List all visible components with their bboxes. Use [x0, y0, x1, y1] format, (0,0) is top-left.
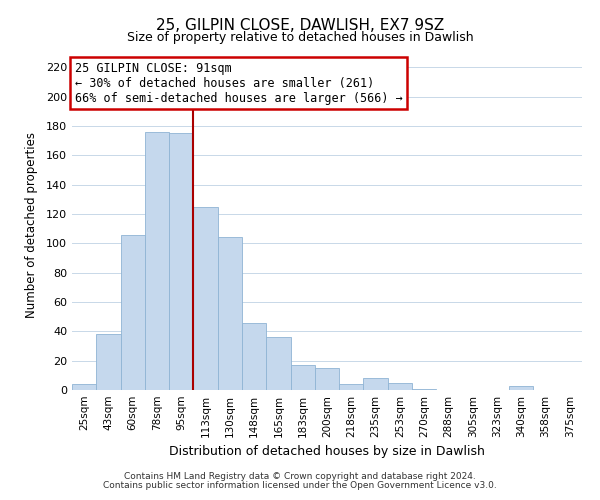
Bar: [193, 206, 218, 390]
Bar: [96, 334, 121, 390]
Text: Contains HM Land Registry data © Crown copyright and database right 2024.: Contains HM Land Registry data © Crown c…: [124, 472, 476, 481]
Text: 25, GILPIN CLOSE, DAWLISH, EX7 9SZ: 25, GILPIN CLOSE, DAWLISH, EX7 9SZ: [156, 18, 444, 32]
Bar: [242, 322, 266, 390]
Text: 25 GILPIN CLOSE: 91sqm
← 30% of detached houses are smaller (261)
66% of semi-de: 25 GILPIN CLOSE: 91sqm ← 30% of detached…: [74, 62, 403, 104]
Bar: [290, 365, 315, 390]
Bar: [412, 388, 436, 390]
Bar: [388, 382, 412, 390]
Bar: [145, 132, 169, 390]
Bar: [266, 337, 290, 390]
Bar: [364, 378, 388, 390]
Text: Size of property relative to detached houses in Dawlish: Size of property relative to detached ho…: [127, 31, 473, 44]
Bar: [509, 386, 533, 390]
Text: Contains public sector information licensed under the Open Government Licence v3: Contains public sector information licen…: [103, 481, 497, 490]
Bar: [72, 384, 96, 390]
Bar: [169, 134, 193, 390]
Bar: [218, 238, 242, 390]
Bar: [121, 234, 145, 390]
Bar: [315, 368, 339, 390]
X-axis label: Distribution of detached houses by size in Dawlish: Distribution of detached houses by size …: [169, 446, 485, 458]
Y-axis label: Number of detached properties: Number of detached properties: [25, 132, 38, 318]
Bar: [339, 384, 364, 390]
